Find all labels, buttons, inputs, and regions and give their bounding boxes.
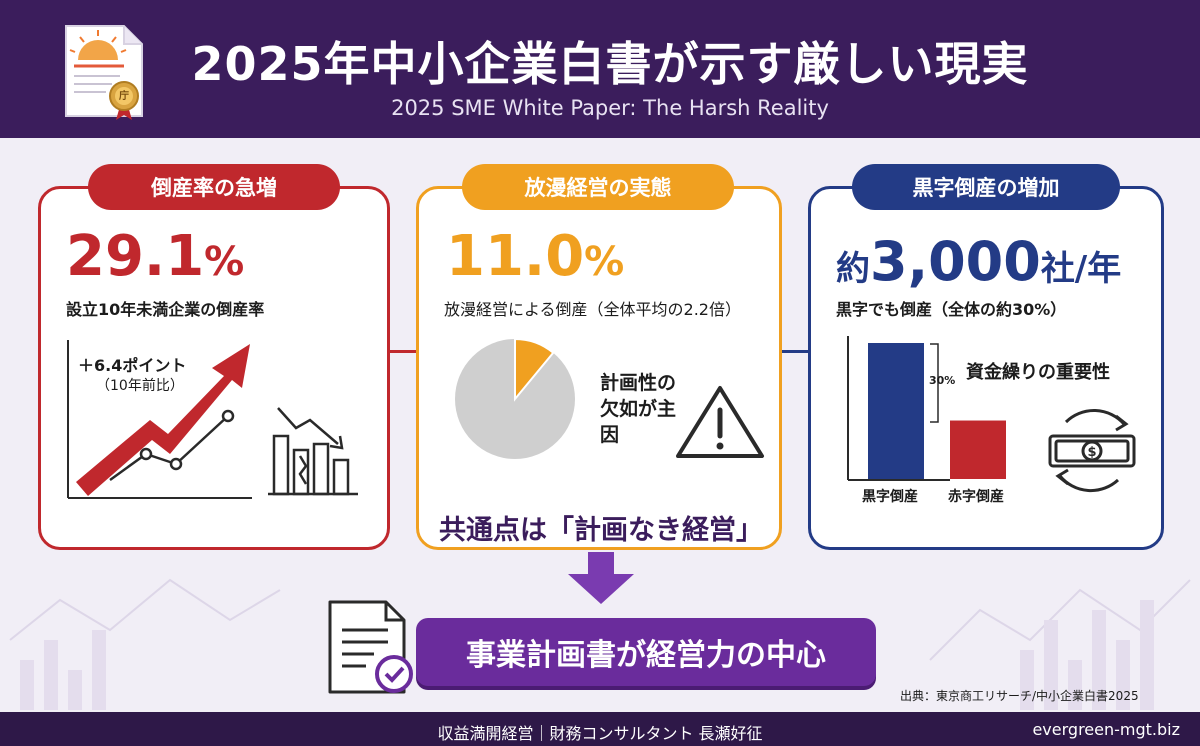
trend-point	[221, 409, 235, 423]
footer-url[interactable]: evergreen-mgt.biz	[1032, 720, 1180, 739]
bankruptcy-bar-chart	[847, 336, 950, 481]
rising-arrow-icon	[76, 344, 250, 496]
connector-right	[782, 350, 808, 353]
bar-label-unprofitable: 赤字倒産	[948, 489, 1004, 505]
bankruptcy-rate-label: 倒産率の急増	[88, 164, 340, 210]
svg-text:$: $	[1087, 445, 1096, 460]
profitable-bankruptcy-value: 3,000	[870, 230, 1041, 293]
profitable-bankruptcy-unit: 社/年	[1040, 249, 1122, 289]
profitable-bankruptcy-description: 黒字でも倒産（全体の約30%）	[836, 300, 1067, 319]
laissez-faire-unit: %	[584, 239, 625, 285]
bankruptcy-rate-value-group: 29.1%	[66, 224, 244, 289]
background-chart-decoration	[9, 578, 1191, 710]
connector-left	[390, 350, 416, 353]
bankruptcy-rate-description: 設立10年未満企業の倒産率	[66, 300, 265, 319]
warning-icon	[676, 386, 764, 458]
bankruptcy-rate-unit: %	[204, 239, 245, 285]
approx-prefix: 約	[836, 249, 870, 289]
cash-cycle-icon: $	[1048, 409, 1136, 493]
down-arrow-icon	[568, 552, 634, 604]
bar-percent-label: 30%	[929, 374, 956, 387]
increase-annotation: ＋6.4ポイント	[78, 356, 187, 375]
laissez-faire-value-group: 11.0%	[446, 224, 624, 289]
seal-text: 庁	[119, 91, 129, 102]
common-point: 共通点は「計画なき経営」	[439, 515, 763, 546]
footer-band	[0, 712, 1200, 746]
footer-author: 収益満開経営｜財務コンサルタント 長瀬好征	[437, 724, 763, 743]
trend-point	[169, 457, 183, 471]
increase-annotation-note: （10年前比）	[96, 378, 184, 394]
pie-slice-laissez-faire	[514, 337, 555, 402]
bar-unprofitable	[950, 420, 1006, 479]
falling-bars-icon	[268, 407, 358, 496]
bar-bracket	[930, 343, 939, 423]
bankruptcy-rate-value: 29.1	[66, 224, 205, 289]
profitable-bankruptcy-label: 黒字倒産の増加	[852, 164, 1120, 210]
rising-trend-chart	[67, 340, 358, 499]
page-title: 2025年中小企業白書が示す厳しい現実	[191, 37, 1029, 91]
cashflow-importance: 資金繰りの重要性	[966, 362, 1110, 383]
page-subtitle: 2025 SME White Paper: The Harsh Reality	[391, 96, 829, 120]
business-plan-document-icon	[328, 600, 413, 694]
bankruptcy-bar-chart-2	[950, 420, 1006, 479]
laissez-faire-label: 放漫経営の実態	[462, 164, 734, 210]
cause-text: 計画性の欠如が主因	[600, 372, 677, 446]
white-paper-document-icon	[65, 25, 143, 120]
trend-line	[109, 415, 229, 482]
laissez-faire-value: 11.0	[446, 224, 585, 289]
trend-point	[139, 447, 153, 461]
bar-profitable	[868, 343, 924, 479]
conclusion-banner: 事業計画書が経営力の中心	[416, 618, 876, 686]
source-citation: 出典：東京商工リサーチ/中小企業白書2025	[900, 689, 1139, 703]
laissez-faire-pie	[455, 337, 575, 459]
bar-label-profitable: 黒字倒産	[862, 489, 918, 505]
header-band	[0, 0, 1200, 138]
laissez-faire-description: 放漫経営による倒産（全体平均の2.2倍）	[444, 300, 741, 319]
profitable-bankruptcy-value-group: 約3,000社/年	[836, 230, 1121, 293]
